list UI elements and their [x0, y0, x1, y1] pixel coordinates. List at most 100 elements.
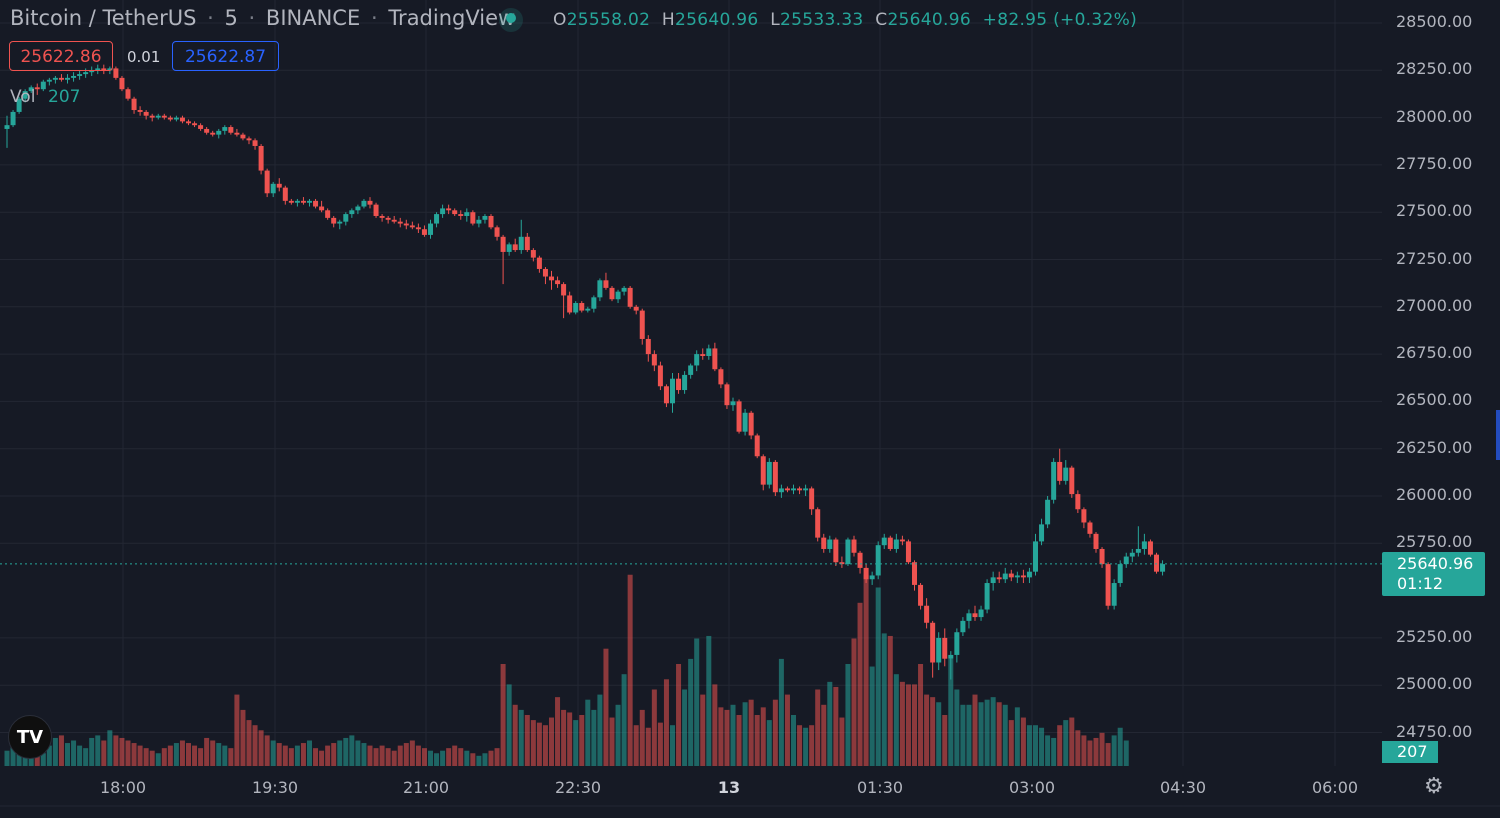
volume-bar: [736, 715, 742, 766]
candle-body: [579, 303, 585, 311]
volume-bar: [881, 633, 887, 766]
candle-body: [470, 212, 476, 224]
volume-bar: [1063, 720, 1069, 766]
candle-body: [918, 584, 924, 606]
candle-body: [95, 68, 101, 71]
volume-bar: [264, 735, 270, 766]
candle-body: [10, 111, 16, 126]
volume-bar: [494, 748, 500, 766]
buy-button[interactable]: 25622.87: [172, 41, 279, 71]
price-tick-label: 26750.00: [1396, 343, 1473, 363]
volume-bar: [1087, 740, 1093, 766]
volume-bar: [1069, 717, 1075, 766]
symbol-name[interactable]: Bitcoin / TetherUS: [10, 6, 197, 30]
volume-bar: [772, 699, 778, 766]
candle-body: [349, 210, 355, 215]
volume-bar: [300, 743, 306, 766]
exchange-label: BINANCE: [265, 6, 361, 30]
candle-body: [984, 583, 990, 610]
candle-body: [246, 138, 252, 141]
volume-bar: [71, 740, 77, 766]
price-tick-label: 28500.00: [1396, 12, 1473, 31]
volume-bar: [1014, 707, 1020, 766]
candle-body: [337, 221, 343, 224]
sell-button[interactable]: 25622.86: [9, 41, 113, 71]
volume-bar: [113, 735, 119, 766]
candle-body: [809, 488, 815, 510]
chart-header[interactable]: Bitcoin / TetherUS · 5 · BINANCE · Tradi…: [10, 6, 516, 30]
candle-body: [827, 539, 833, 549]
volume-bar: [948, 658, 954, 766]
volume-bar: [343, 737, 349, 766]
volume-bar: [984, 699, 990, 766]
volume-bar: [307, 740, 312, 766]
volume-bar: [990, 697, 996, 766]
candle-body: [1075, 494, 1081, 510]
volume-bar: [851, 638, 857, 766]
candle-body: [1105, 564, 1111, 606]
volume-bar: [905, 684, 911, 766]
time-tick-label: 19:30: [251, 778, 299, 797]
tradingview-logo-icon[interactable]: TV: [8, 715, 52, 759]
candle-body: [694, 354, 700, 366]
candle-body: [252, 140, 258, 146]
volume-bar: [446, 748, 452, 766]
candle-body: [52, 77, 58, 80]
candle-body: [488, 215, 494, 228]
volume-bar: [95, 735, 101, 766]
time-tick-label: 03:00: [1008, 778, 1056, 797]
volume-bar: [821, 704, 827, 766]
candle-body: [555, 280, 561, 285]
candle-body: [1117, 564, 1123, 584]
volume-bar: [428, 750, 433, 766]
volume-bar: [355, 740, 361, 766]
volume-bar: [192, 745, 198, 766]
volume-bar: [912, 684, 917, 766]
candle-body: [875, 545, 881, 576]
volume-bar: [313, 748, 319, 766]
candle-body: [657, 365, 663, 387]
open-key: O: [553, 10, 567, 30]
candle-body: [46, 79, 52, 82]
candle-body: [573, 303, 579, 313]
candle-body: [325, 210, 331, 218]
volume-bar: [1051, 737, 1057, 766]
volume-bar: [1105, 743, 1111, 766]
candle-body: [161, 115, 167, 118]
candle-body: [1026, 571, 1032, 578]
time-tick-label: 04:30: [1159, 778, 1207, 797]
volume-bar: [1033, 725, 1038, 766]
price-tick-label: 24750.00: [1396, 721, 1473, 741]
candle-body: [58, 77, 64, 80]
interval-label[interactable]: 5: [224, 6, 238, 30]
last-price-badge: 25640.96 01:12: [1382, 552, 1485, 596]
low-value: 25533.33: [780, 10, 864, 30]
scrollbar-handle[interactable]: [1496, 410, 1500, 460]
volume-legend-label[interactable]: Vol: [10, 87, 36, 107]
volume-bar: [960, 704, 966, 766]
volume-bar: [766, 720, 772, 766]
candle-body: [1081, 509, 1087, 523]
market-open-dot-icon: [506, 13, 516, 23]
volume-bar: [518, 709, 524, 766]
candle-body: [77, 74, 83, 76]
volume-bars: [4, 574, 1129, 766]
candle-body: [682, 374, 688, 391]
volume-bar: [458, 748, 464, 766]
candle-body: [978, 609, 984, 618]
candle-body: [700, 354, 706, 356]
candle-body: [89, 70, 95, 73]
candle-body: [276, 183, 282, 188]
volume-bar: [615, 704, 621, 766]
volume-bar: [1075, 730, 1081, 766]
candle-body: [379, 215, 385, 218]
gear-icon[interactable]: ⚙: [1424, 774, 1444, 799]
volume-bar: [452, 745, 458, 766]
candle-body: [65, 77, 70, 80]
volume-bar: [1117, 727, 1123, 766]
volume-bar: [597, 694, 603, 766]
volume-bar: [918, 664, 924, 766]
candle-body: [506, 244, 512, 252]
candle-body: [1123, 556, 1129, 565]
